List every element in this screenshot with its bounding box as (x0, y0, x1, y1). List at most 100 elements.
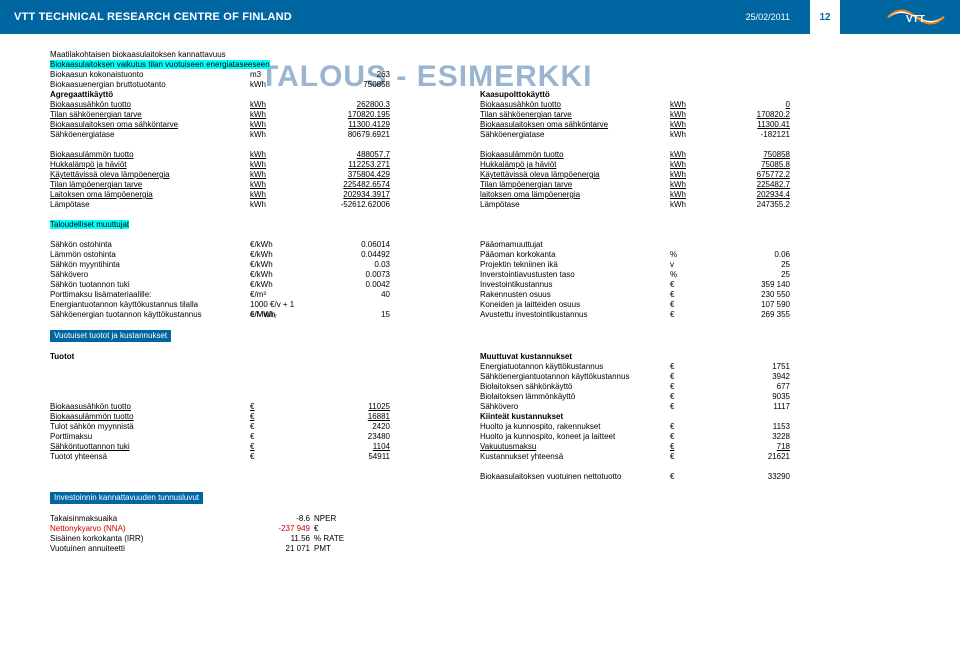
row-value: 375804.429 (300, 170, 390, 180)
table-row: Lämmön ostohinta€/kWh0.04492 (50, 250, 480, 260)
row-label: Inverstointiavustusten taso (480, 270, 670, 280)
bar-inv: Investoinnin kannattavuuden tunnusluvut (50, 492, 203, 504)
row-unit (670, 70, 710, 80)
row-unit: kWh (250, 100, 300, 110)
table-row: Koneiden ja laitteiden osuus€107 590 (480, 300, 910, 310)
table-row: SähköenergiatasekWh80679.6921 (50, 130, 480, 140)
page-number: 12 (810, 0, 840, 34)
row-value: 3942 (710, 372, 790, 382)
row-label: Tilan sähköenergian tarve (50, 110, 250, 120)
row-value: 202934.4 (710, 190, 790, 200)
row-value: 230 550 (710, 290, 790, 300)
row-unit (670, 80, 710, 90)
row-unit: €/kWh (250, 280, 300, 290)
row-note: € (314, 524, 318, 534)
row-unit: € (670, 402, 710, 412)
row-value: 107 590 (710, 300, 790, 310)
group-d: Biokaasusähkön tuotto€11025Biokaasulämmö… (50, 402, 910, 462)
row-unit: kWh (250, 160, 300, 170)
row-label: Biokaasulämmön tuotto (50, 412, 250, 422)
row-label: Tilan lämpöenergian tarve (50, 180, 250, 190)
row-unit: % (670, 250, 710, 260)
row-label: Biokaasusähkön tuotto (50, 402, 250, 412)
table-row: Pääomamuuttujat (480, 240, 910, 250)
row-unit: kWh (670, 190, 710, 200)
bar-vuotuiset: Vuotuiset tuotot ja kustannukset (50, 330, 171, 342)
row-unit: € (250, 422, 300, 432)
row-label: Käytettävissä oleva lämpöenergia (480, 170, 670, 180)
row-value: 3228 (710, 432, 790, 442)
row-value: 40 (300, 290, 390, 300)
table-row: Kustannukset yhteensä€21621 (480, 452, 910, 462)
table-row: Biokaasusähkön tuottokWh262800.3 (50, 100, 480, 110)
table-row: Biolaitoksen sähkönkäyttö€677 (480, 382, 910, 392)
row-label: Biokaasulämmön tuotto (480, 150, 670, 160)
table-row: Pääoman korkokanta%0.06 (480, 250, 910, 260)
row-unit: kWh (250, 150, 300, 160)
table-row: Takaisinmaksuaika-8.6NPER (50, 514, 910, 524)
row-unit: kWh (670, 150, 710, 160)
row-unit: kWh (670, 100, 710, 110)
row-value: 25 (710, 270, 790, 280)
row-unit: € (670, 422, 710, 432)
title-line-1: Maatilakohtaisen biokaasulaitoksen kanna… (50, 50, 910, 60)
row-value: -182121 (710, 130, 790, 140)
row-value: 0.0073 (300, 270, 390, 280)
row-unit: € (250, 432, 300, 442)
netto-label: Biokaasulaitoksen vuotuinen nettotuotto (480, 472, 670, 482)
row-value: 359 140 (710, 280, 790, 290)
row-unit: kWh (250, 120, 300, 130)
table-row: Hukkalämpö ja häviötkWh75085.8 (480, 160, 910, 170)
row-label: Porttimaksu (50, 432, 250, 442)
row-value (710, 80, 790, 90)
row-unit: € (670, 280, 710, 290)
row-unit (670, 90, 710, 100)
row-label: Koneiden ja laitteiden osuus (480, 300, 670, 310)
row-unit: € (250, 452, 300, 462)
row-value: 677 (710, 382, 790, 392)
table-row: Biokaasulämmön tuottokWh488057.7 (50, 150, 480, 160)
table-row (480, 70, 910, 80)
row-value: 54911 (300, 452, 390, 462)
table-row: Sähköenergian tuotannon käyttökustannus€… (50, 310, 480, 320)
table-row: Vakuutusmaksu€718 (480, 442, 910, 452)
table-row: Nettonykyarvo (NNA)-237 949€ (50, 524, 910, 534)
row-label: Vuotuinen annuiteetti (50, 544, 250, 554)
row-value: 11300.4129 (300, 120, 390, 130)
row-value: 0.06014 (300, 240, 390, 250)
row-unit: € (670, 362, 710, 372)
row-unit: 1000 €/v + 1 e/MWh (250, 300, 300, 310)
group-a: Biokaasun kokonaistuontom3263Biokaasuene… (50, 70, 910, 140)
row-label: Vakuutusmaksu (480, 442, 670, 452)
row-label: Huolto ja kunnospito, koneet ja laitteet (480, 432, 670, 442)
row-unit: € (250, 412, 300, 422)
row-value (300, 300, 390, 310)
row-value: 23480 (300, 432, 390, 442)
row-label (480, 80, 670, 90)
netto-unit: € (670, 472, 710, 482)
row-label: Biokaasusähkön tuotto (480, 100, 670, 110)
row-unit: € (670, 392, 710, 402)
table-row: SähköenergiatasekWh-182121 (480, 130, 910, 140)
table-row: Vuotuinen annuiteetti21 071PMT (50, 544, 910, 554)
row-label: Tuotot yhteensä (50, 452, 250, 462)
table-row: Sisäinen korkokanta (IRR)11.56% RATE (50, 534, 910, 544)
title-line-2: Biokaasulaitoksen vaikutus tilan vuotuis… (50, 60, 270, 69)
row-value: -52612.62006 (300, 200, 390, 210)
row-unit: € (670, 300, 710, 310)
row-unit: kWh (250, 110, 300, 120)
table-row: Laitoksen oma lämpöenergiakWh202934.3917 (50, 190, 480, 200)
table-row: Inverstointiavustusten taso%25 (480, 270, 910, 280)
table-row: Biokaasusähkön tuottokWh0 (480, 100, 910, 110)
table-row: Kiinteät kustannukset (480, 412, 910, 422)
table-row: Sähkövero€/kWh0.0073 (50, 270, 480, 280)
row-unit: € (670, 452, 710, 462)
table-row: LämpötasekWh247355.2 (480, 200, 910, 210)
table-row: Tuotot yhteensä€54911 (50, 452, 480, 462)
row-label: Lämpötase (480, 200, 670, 210)
row-unit: €/kWh (250, 240, 300, 250)
row-label: Biolaitoksen sähkönkäyttö (480, 382, 670, 392)
row-label: Takaisinmaksuaika (50, 514, 250, 524)
group-b: Biokaasulämmön tuottokWh488057.7Hukkaläm… (50, 150, 910, 210)
row-unit: € (250, 402, 300, 412)
